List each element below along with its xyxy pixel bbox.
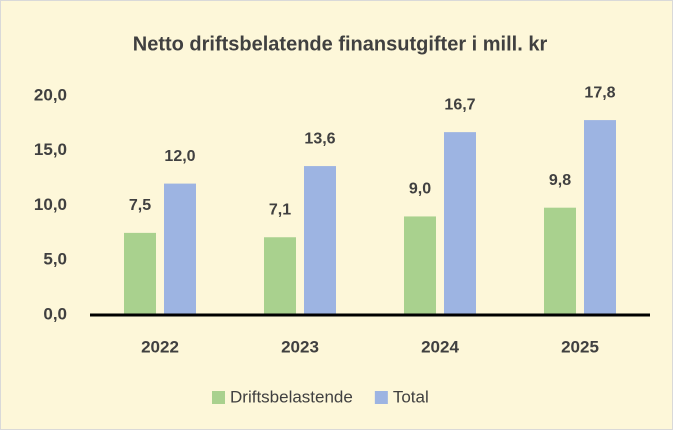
data-label: 9,0	[409, 181, 431, 198]
x-tick-label: 2024	[421, 337, 459, 356]
y-tick-label: 20,0	[34, 85, 67, 104]
data-label: 12,0	[164, 148, 195, 165]
data-label: 17,8	[584, 84, 615, 101]
bar	[264, 237, 296, 315]
legend-swatch	[212, 391, 225, 404]
legend-label: Driftsbelastende	[230, 387, 353, 406]
bar	[404, 216, 436, 315]
x-tick-label: 2023	[281, 337, 319, 356]
legend-swatch	[374, 391, 388, 404]
data-label: 7,1	[269, 201, 291, 218]
data-label: 7,5	[129, 197, 151, 214]
data-label: 16,7	[444, 96, 475, 113]
y-tick-label: 15,0	[34, 140, 67, 159]
bar	[444, 132, 476, 315]
data-label: 9,8	[549, 172, 571, 189]
y-tick-label: 0,0	[43, 304, 67, 323]
chart-title: Netto driftsbelatende finansutgifter i m…	[133, 33, 548, 55]
bar	[124, 232, 156, 315]
bar	[304, 166, 336, 315]
bar	[544, 207, 576, 315]
x-tick-label: 2022	[141, 337, 179, 356]
data-label: 13,6	[304, 130, 335, 147]
legend-label: Total	[393, 387, 429, 406]
y-tick-label: 5,0	[43, 250, 67, 269]
bar	[164, 183, 196, 315]
bar	[584, 120, 616, 315]
y-tick-label: 10,0	[34, 195, 67, 214]
x-tick-label: 2025	[561, 337, 599, 356]
